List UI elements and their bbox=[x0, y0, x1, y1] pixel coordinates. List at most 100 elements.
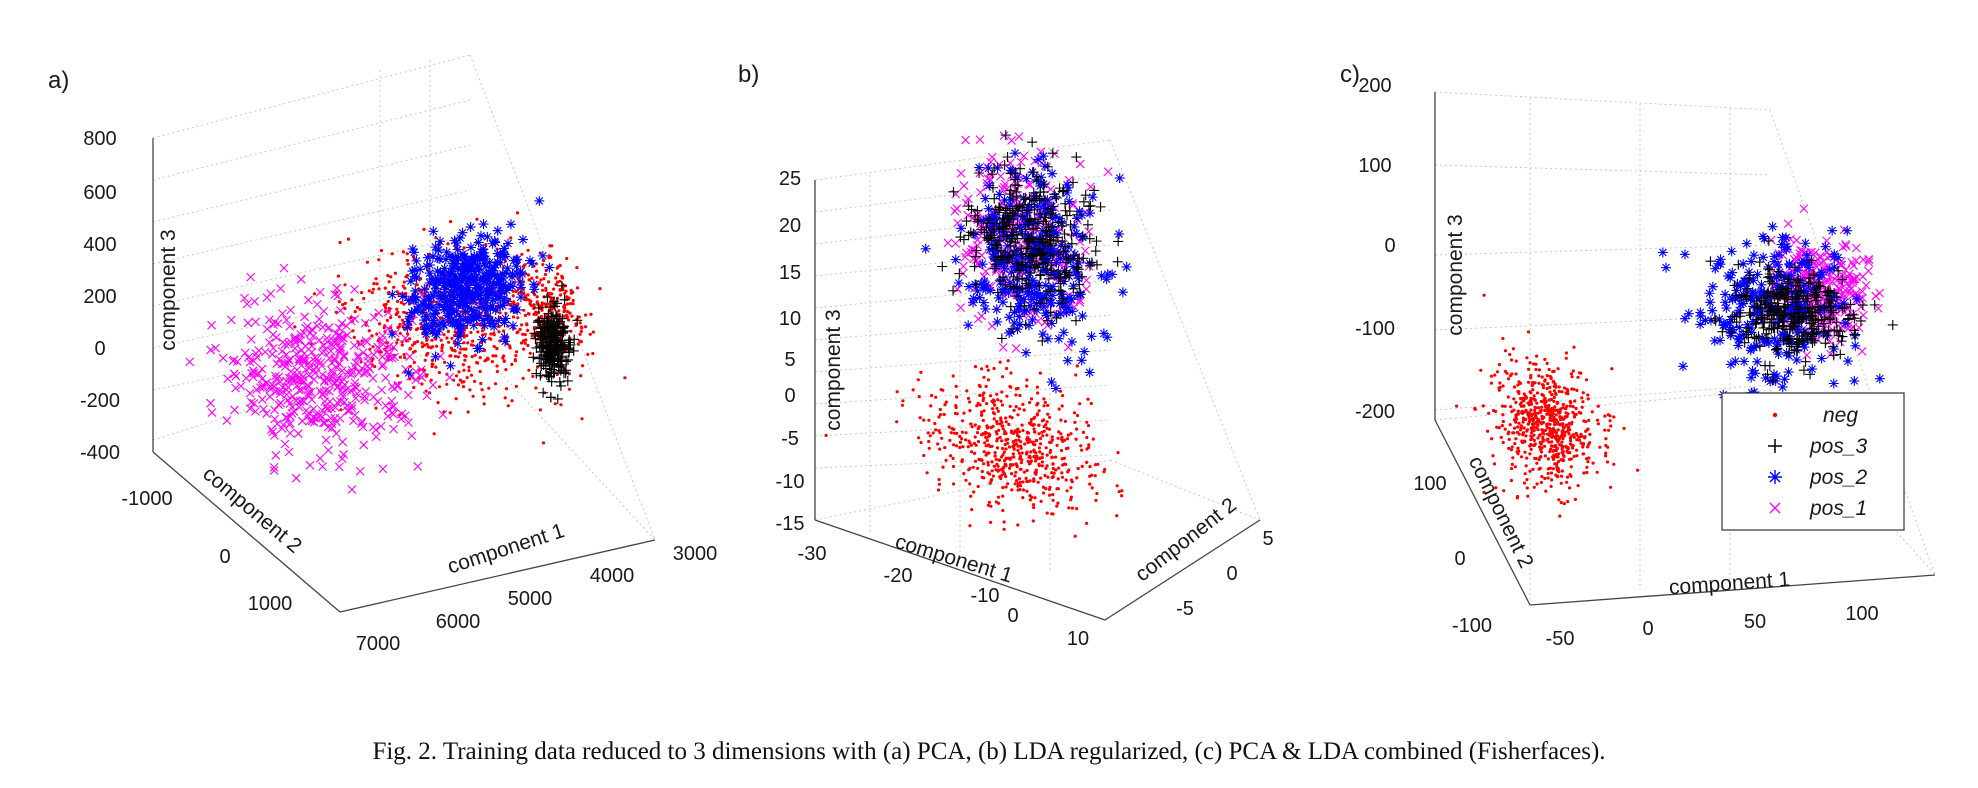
panel-c-point-neg bbox=[1561, 425, 1565, 429]
panel-c-point-neg bbox=[1536, 423, 1540, 427]
panel-b-point-pos-2 bbox=[1004, 312, 1015, 323]
panel-a-point-neg bbox=[466, 341, 470, 345]
panel-b-point-pos-3 bbox=[1028, 167, 1039, 178]
panel-a-point-pos-1 bbox=[287, 374, 297, 383]
panel-a-point-pos-2 bbox=[462, 302, 473, 313]
panel-b-point-neg bbox=[1029, 397, 1034, 401]
panel-c-point-neg bbox=[1552, 420, 1556, 424]
panel-b-point-neg bbox=[1032, 416, 1036, 420]
panel-b-z-tick: 25 bbox=[779, 168, 801, 190]
panel-b-point-neg bbox=[1090, 473, 1094, 477]
panel-b-point-neg bbox=[973, 459, 978, 463]
panel-a-point-neg bbox=[541, 441, 546, 445]
panel-a-point-neg bbox=[377, 287, 381, 291]
panel-b-point-neg bbox=[985, 438, 989, 443]
panel-c-point-neg bbox=[1560, 469, 1564, 473]
panel-b-point-neg bbox=[962, 472, 966, 476]
panel-c-point-pos-2 bbox=[1791, 354, 1802, 365]
panel-a-point-neg bbox=[334, 310, 338, 314]
panel-c-point-neg bbox=[1559, 422, 1563, 426]
panel-b-point-neg bbox=[969, 422, 973, 426]
panel-c-point-pos-3 bbox=[1741, 294, 1752, 305]
panel-a-point-pos-2 bbox=[421, 329, 432, 340]
panel-c-point-neg bbox=[1525, 428, 1529, 432]
panel-b-point-pos-2 bbox=[950, 254, 961, 265]
panel-a-point-neg bbox=[527, 312, 531, 316]
panel-c-point-neg bbox=[1501, 413, 1505, 417]
panel-a-point-pos-1 bbox=[387, 353, 397, 363]
panel-b-point-neg bbox=[1087, 443, 1091, 447]
panel-a-point-neg bbox=[390, 252, 394, 256]
panel-c-point-pos-2 bbox=[1758, 252, 1769, 263]
panel-a-point-pos-2 bbox=[468, 305, 479, 316]
panel-b-point-pos-3 bbox=[1021, 248, 1032, 259]
panel-b-point-pos-2 bbox=[1010, 148, 1021, 159]
panel-b-point-neg bbox=[938, 407, 942, 412]
panel-a-point-pos-2 bbox=[459, 293, 470, 304]
panel-a-point-pos-2 bbox=[432, 253, 443, 264]
panel-b-point-neg bbox=[982, 450, 986, 454]
panel-c-point-neg bbox=[1541, 386, 1546, 390]
panel-a-point-pos-2 bbox=[446, 290, 457, 301]
panel-b-point-pos-2 bbox=[1005, 194, 1016, 205]
panel-b-point-neg bbox=[1117, 490, 1121, 494]
panel-a-point-pos-1 bbox=[360, 392, 369, 401]
panel-c-point-pos-1 bbox=[1858, 255, 1868, 265]
panel-c-point-neg bbox=[1473, 407, 1477, 411]
panel-a-point-pos-1 bbox=[321, 401, 331, 411]
panel-a-x-ticks: 3000 4000 5000 6000 7000 bbox=[356, 543, 718, 655]
panel-b-point-pos-2 bbox=[1002, 250, 1013, 261]
panel-c-point-pos-3 bbox=[1742, 283, 1753, 294]
panel-c-point-pos-2 bbox=[1738, 289, 1749, 300]
panel-a-point-neg bbox=[542, 277, 546, 281]
panel-b-point-pos-3 bbox=[1025, 250, 1036, 261]
panel-c-point-neg bbox=[1538, 466, 1542, 470]
panel-b-point-neg bbox=[995, 439, 999, 443]
panel-b-point-pos-2 bbox=[1009, 317, 1020, 328]
panel-a-point-pos-2 bbox=[418, 300, 429, 311]
panel-a-point-pos-2 bbox=[466, 265, 477, 276]
panel-a-point-neg bbox=[449, 220, 453, 224]
panel-b-point-neg bbox=[995, 419, 999, 424]
panel-a-point-neg bbox=[578, 332, 582, 336]
panel-b-point-neg bbox=[1012, 455, 1016, 459]
panel-c-point-neg bbox=[1521, 398, 1525, 402]
panel-b-point-neg bbox=[1007, 466, 1012, 470]
panel-b-point-pos-3 bbox=[1061, 267, 1072, 278]
panel-b-point-pos-2 bbox=[1046, 229, 1057, 240]
panel-a-point-neg bbox=[495, 370, 499, 374]
panel-a-point-pos-2 bbox=[403, 367, 414, 378]
panel-b-y-ticks: -5 0 5 bbox=[1176, 528, 1273, 620]
panel-c-point-neg bbox=[1566, 412, 1570, 416]
panel-b-point-neg bbox=[938, 413, 943, 417]
panel-a-point-neg bbox=[530, 334, 534, 338]
panel-b-point-pos-3 bbox=[1031, 191, 1042, 202]
panel-c-point-neg bbox=[1517, 421, 1521, 425]
panel-c-point-pos-2 bbox=[1733, 340, 1744, 351]
panel-b-point-neg bbox=[1033, 496, 1037, 500]
panel-c-point-pos-3 bbox=[1811, 282, 1822, 293]
panel-a-point-neg bbox=[336, 274, 340, 278]
panel-b-point-neg bbox=[992, 366, 996, 371]
panel-a-point-neg bbox=[588, 332, 592, 336]
panel-a-point-pos-1 bbox=[254, 369, 264, 379]
panel-b-point-neg bbox=[978, 403, 982, 407]
panel-c-point-neg bbox=[1570, 446, 1575, 450]
panel-b-point-pos-1 bbox=[1033, 316, 1043, 326]
panel-a-point-pos-1 bbox=[369, 392, 378, 402]
panel-c-point-neg bbox=[1510, 445, 1514, 449]
panel-b-point-pos-3 bbox=[1008, 283, 1019, 294]
panel-a-point-pos-1 bbox=[257, 395, 267, 404]
panel-c-point-pos-1 bbox=[1795, 252, 1805, 262]
panel-c-point-pos-2 bbox=[1660, 262, 1671, 273]
panel-c-point-neg bbox=[1560, 429, 1564, 434]
panel-b-point-pos-3 bbox=[1037, 335, 1048, 346]
panel-b-point-neg bbox=[1018, 467, 1022, 471]
panel-b-point-neg bbox=[993, 403, 997, 407]
panel-c-point-pos-2 bbox=[1732, 278, 1743, 289]
panel-c-point-neg bbox=[1499, 435, 1503, 439]
panel-c-points bbox=[1455, 204, 1898, 518]
panel-c-point-neg bbox=[1560, 417, 1564, 421]
panel-a-point-neg bbox=[384, 302, 388, 306]
